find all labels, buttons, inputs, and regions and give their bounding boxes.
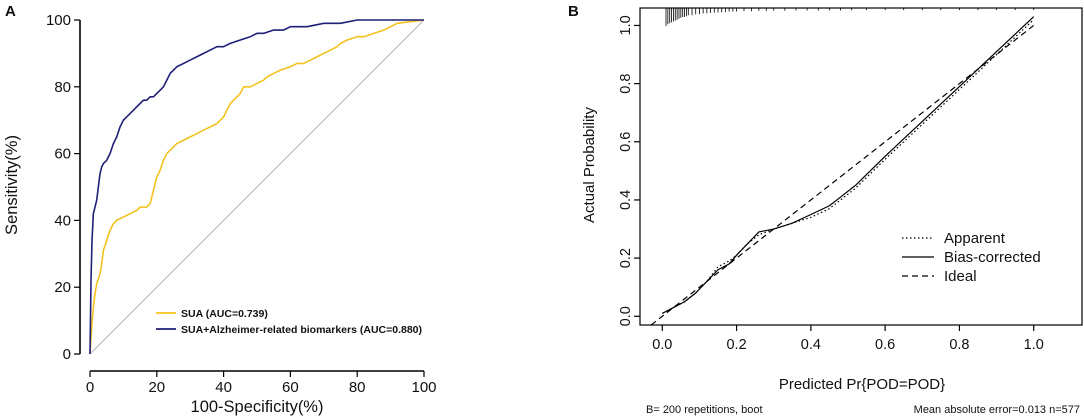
panel-a-xtick-label: 100: [411, 379, 436, 396]
footer-right: Mean absolute error=0.013 n=577: [914, 404, 1080, 416]
panel-a-ytick-label: 60: [54, 146, 71, 163]
panel-a-ytick-label: 80: [54, 79, 71, 96]
panel-a-xtick-label: 40: [215, 379, 232, 396]
panel-b-xtick-label: 0.0: [652, 337, 672, 353]
panel-b-ylabel: Actual Probability: [581, 107, 598, 223]
panel-a-ytick-label: 20: [54, 279, 71, 296]
panel-a-xtick-label: 60: [282, 379, 299, 396]
panel-b-legend: Apparent Bias-corrected Ideal: [902, 230, 1041, 285]
legend-label-apparent: Apparent: [944, 230, 1006, 247]
panel-b-ytick-label: 0.2: [618, 248, 634, 268]
panel-b-plot: 0.0 0.2 0.4 0.6 0.8 1.0 0.0 0.2 0.4 0.6 0.8 1.0: [618, 7, 1083, 353]
panel-a-ytick-label: 40: [54, 212, 71, 229]
calibration-line-bias-corrected: [662, 16, 1035, 314]
panel-a-xtick-label: 20: [148, 379, 165, 396]
panel-a-xtick-label: 80: [349, 379, 366, 396]
panel-a-ytick-label: 0: [63, 346, 71, 363]
panel-a-xtick-label: 0: [86, 379, 94, 396]
panel-b-ytick-label: 1.0: [618, 15, 634, 35]
panel-b-xtick-label: 0.4: [801, 337, 821, 353]
panel-b-ytick-label: 0.8: [618, 74, 634, 94]
panel-a-ylabel: Sensitivity(%): [3, 135, 21, 235]
panel-a-label: A: [5, 3, 16, 20]
panel-b-xlabel: Predicted Pr{POD=POD}: [779, 376, 945, 393]
panel-a-reference-line: [89, 19, 425, 355]
footer-left: B= 200 repetitions, boot: [646, 404, 763, 416]
roc-curve-sua-biomarkers: [89, 19, 424, 355]
legend-label-sua-biomarkers: SUA+Alzheimer-related biomarkers (AUC=0.…: [181, 324, 422, 336]
legend-label-sua: SUA (AUC=0.739): [181, 308, 268, 320]
panel-b-xtick-label: 1.0: [1024, 337, 1044, 353]
panel-b-ytick-label: 0.6: [618, 132, 634, 152]
panel-b-xtick-label: 0.8: [949, 337, 969, 353]
panel-b-label: B: [568, 3, 579, 20]
panel-b-xtick-label: 0.6: [875, 337, 895, 353]
panel-a-ytick-label: 100: [46, 12, 71, 29]
panel-b-xtick-label: 0.2: [726, 337, 746, 353]
panel-a-xlabel: 100-Specificity(%): [191, 398, 324, 416]
legend-label-bias-corrected: Bias-corrected: [944, 249, 1041, 266]
panel-a-legend: SUA (AUC=0.739) SUA+Alzheimer-related bi…: [156, 308, 422, 336]
roc-curve-sua: [89, 19, 425, 355]
panel-b-ytick-label: 0.0: [618, 306, 634, 326]
panel-b-ytick-label: 0.4: [618, 190, 634, 210]
legend-label-ideal: Ideal: [944, 268, 977, 285]
calibration-line-ideal: [650, 24, 1035, 326]
panel-b-frame: [639, 7, 1083, 326]
panel-a-plot: 0 20 40 60 80 100 0 20 40 60 80 100: [46, 12, 437, 396]
